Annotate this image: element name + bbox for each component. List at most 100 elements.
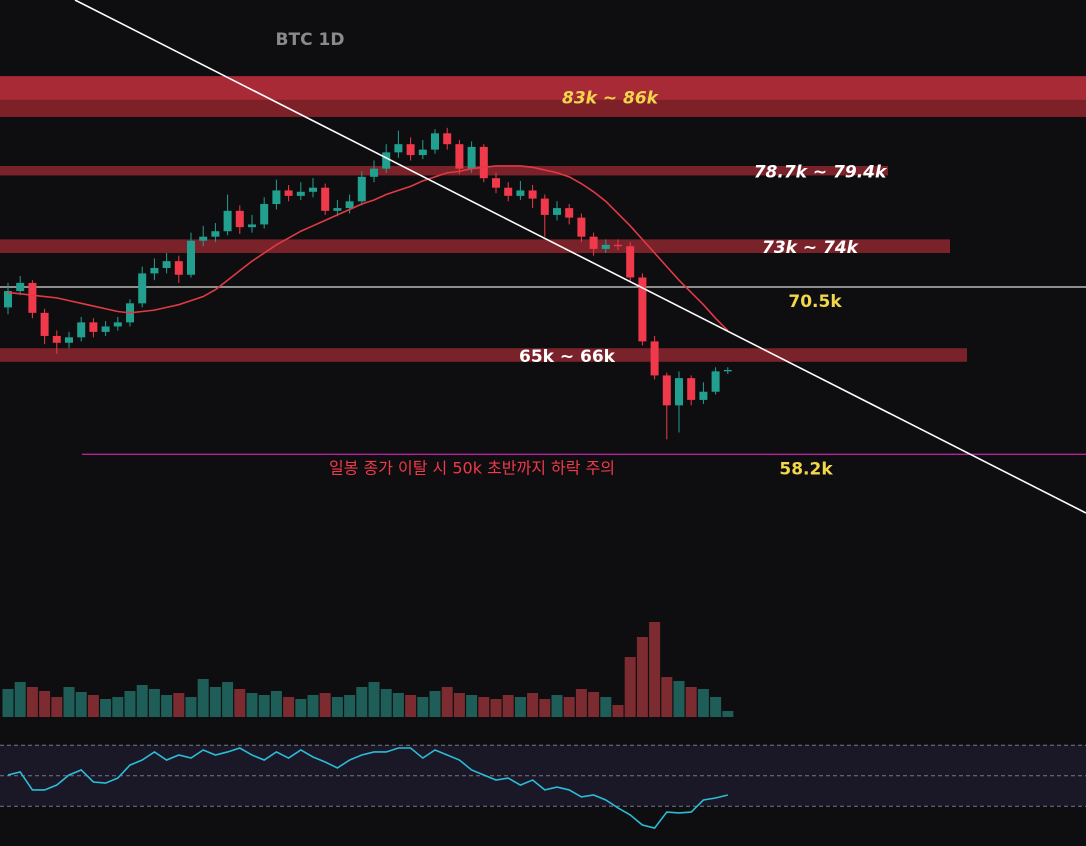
candle-body bbox=[589, 236, 598, 249]
candle-body bbox=[138, 273, 147, 304]
zone-label: 65k ~ 66k bbox=[519, 347, 616, 367]
volume-bar bbox=[575, 689, 587, 717]
candle-body bbox=[235, 210, 244, 228]
candle-body bbox=[492, 178, 500, 188]
candle-body bbox=[260, 204, 269, 225]
volume-bar bbox=[197, 679, 209, 717]
candle-body bbox=[296, 191, 305, 196]
candle-body bbox=[101, 326, 110, 332]
candle-body bbox=[333, 208, 342, 211]
volume-bar bbox=[100, 699, 112, 717]
candle-body bbox=[150, 267, 159, 274]
volume-bar bbox=[673, 681, 685, 717]
volume-bar bbox=[270, 691, 282, 717]
volume-bar bbox=[246, 693, 258, 717]
candle-body bbox=[309, 187, 317, 192]
volume-bar bbox=[502, 695, 514, 717]
candle-body bbox=[77, 322, 86, 338]
volume-bar bbox=[331, 697, 343, 717]
zone-label: 73k ~ 74k bbox=[762, 238, 860, 258]
volume-bar bbox=[636, 637, 648, 717]
volume-bar bbox=[307, 695, 319, 717]
volume-bar bbox=[39, 691, 51, 717]
moving-average bbox=[7, 165, 729, 332]
candle-body bbox=[540, 198, 549, 215]
candle-body bbox=[553, 208, 561, 215]
volume-bar bbox=[685, 687, 697, 717]
candle-body bbox=[711, 371, 720, 392]
candle-body bbox=[4, 291, 12, 308]
candle-body bbox=[357, 176, 366, 202]
volume-bar bbox=[417, 697, 429, 717]
candle-body bbox=[528, 190, 537, 199]
volume-bar bbox=[600, 697, 612, 717]
volume-bar bbox=[209, 687, 221, 717]
candle-body bbox=[662, 375, 671, 406]
volume-bar bbox=[2, 689, 14, 717]
candle-body bbox=[638, 277, 647, 342]
candle-body bbox=[479, 146, 488, 179]
volume-bar bbox=[356, 687, 368, 717]
candle-body bbox=[113, 322, 122, 327]
candle-body bbox=[223, 210, 232, 232]
candle-body bbox=[187, 240, 195, 275]
candle-body bbox=[65, 337, 73, 343]
candle-body bbox=[52, 335, 61, 343]
candle-body bbox=[626, 246, 635, 278]
candle-body bbox=[601, 244, 610, 249]
volume-bar bbox=[478, 697, 490, 717]
candle-body bbox=[650, 341, 659, 376]
volume-bar bbox=[539, 699, 551, 717]
volume-bar bbox=[453, 693, 465, 717]
volume-bar bbox=[612, 705, 624, 717]
volume-bar bbox=[697, 689, 709, 717]
candle-body bbox=[345, 201, 354, 209]
volume-bar bbox=[661, 677, 673, 717]
volume-bar bbox=[51, 697, 63, 717]
volume-bar bbox=[26, 687, 38, 717]
candle-body bbox=[248, 224, 256, 228]
volume-bar bbox=[624, 657, 636, 717]
volume-bar bbox=[148, 689, 160, 717]
candle-body bbox=[394, 144, 403, 153]
volume-bar bbox=[392, 693, 404, 717]
volume-bar bbox=[14, 682, 26, 717]
volume-bar bbox=[514, 697, 526, 717]
volume-bar bbox=[527, 693, 539, 717]
volume-bar bbox=[63, 687, 75, 717]
zone-band-highlight bbox=[0, 76, 1086, 100]
volume-bar bbox=[588, 692, 600, 717]
candle-body bbox=[699, 391, 708, 400]
volume-bar bbox=[295, 699, 307, 717]
candle-body bbox=[406, 144, 415, 156]
volume-bar bbox=[344, 695, 356, 717]
candle-body bbox=[504, 187, 513, 196]
volume-bar bbox=[722, 711, 734, 717]
candle-body bbox=[687, 378, 696, 400]
candle-body bbox=[431, 133, 439, 150]
candle-body bbox=[16, 282, 25, 292]
volume-bar bbox=[551, 695, 563, 717]
volume-bar bbox=[124, 691, 136, 717]
zone-band bbox=[0, 348, 967, 362]
candle-body bbox=[89, 322, 98, 332]
candle-body bbox=[565, 208, 574, 218]
candle-body bbox=[455, 144, 464, 169]
candle-body bbox=[723, 369, 732, 372]
trend-line bbox=[74, 0, 1086, 514]
candle-body bbox=[614, 244, 622, 247]
volume-bar bbox=[319, 693, 331, 717]
volume-bar bbox=[234, 689, 246, 717]
candle-body bbox=[321, 187, 330, 211]
volume-bar bbox=[173, 693, 185, 717]
zone-label: 83k ~ 86k bbox=[562, 89, 660, 109]
candle-body bbox=[675, 378, 683, 406]
volume-bar bbox=[161, 695, 173, 717]
volume-bar bbox=[87, 695, 99, 717]
volume-bar bbox=[258, 695, 270, 717]
chart-title: BTC 1D bbox=[276, 30, 345, 50]
candle-body bbox=[162, 261, 171, 268]
volume-bar bbox=[185, 697, 197, 717]
annotation: 일봉 종가 이탈 시 50k 초반까지 하락 주의 bbox=[329, 459, 615, 478]
